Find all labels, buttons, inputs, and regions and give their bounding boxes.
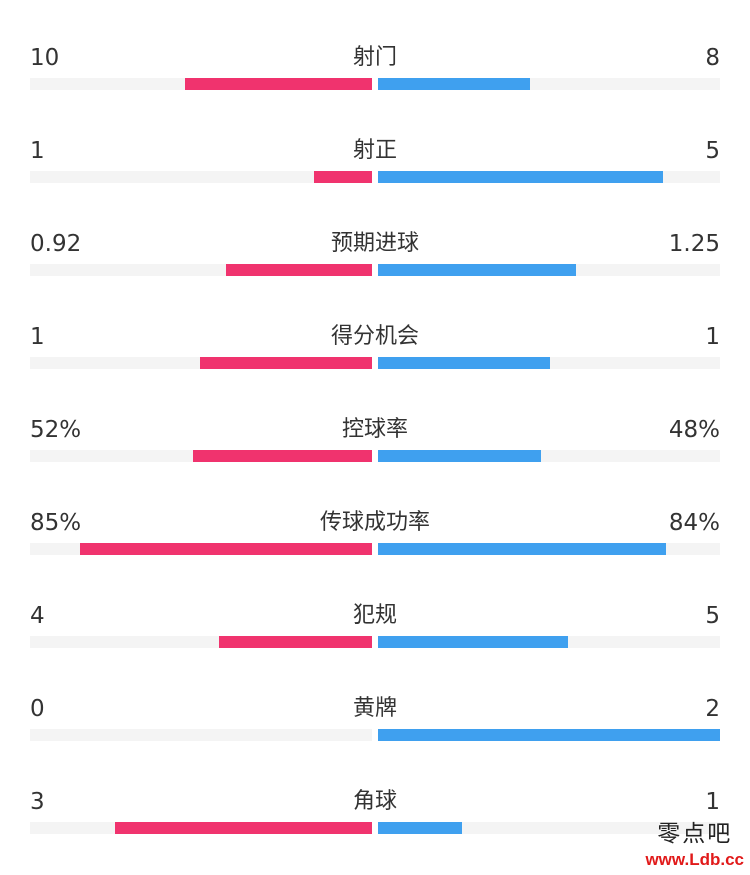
away-bar xyxy=(378,636,569,648)
away-value: 5 xyxy=(705,603,720,629)
home-value: 1 xyxy=(30,138,45,164)
home-bar xyxy=(313,171,372,183)
stat-row-fouls: 4 犯规 5 xyxy=(0,596,750,689)
home-bar-track xyxy=(30,357,372,369)
away-bar-track xyxy=(378,450,720,462)
watermark-url: www.Ldb.cc xyxy=(645,850,744,869)
away-bar xyxy=(378,450,542,462)
away-bar xyxy=(378,264,577,276)
home-bar-track xyxy=(30,78,372,90)
home-bar-track xyxy=(30,264,372,276)
home-value: 0 xyxy=(30,696,45,722)
stat-label: 射门 xyxy=(352,45,397,70)
home-value: 52% xyxy=(30,417,82,443)
home-bar xyxy=(199,357,372,369)
home-bar-track xyxy=(30,171,372,183)
site-watermark: 零点吧 www.Ldb.cc xyxy=(645,819,744,871)
away-value: 8 xyxy=(705,45,720,71)
home-value: 1 xyxy=(30,324,45,350)
stat-row-shots-on-target: 1 射正 5 xyxy=(0,131,750,224)
stat-label: 得分机会 xyxy=(330,324,419,349)
stat-row-yellow-cards: 0 黄牌 2 xyxy=(0,689,750,782)
stat-label: 犯规 xyxy=(352,603,397,628)
home-bar xyxy=(115,822,372,834)
away-bar xyxy=(378,171,663,183)
home-value: 85% xyxy=(30,510,82,536)
away-bar-track xyxy=(378,171,720,183)
away-value: 2 xyxy=(705,696,720,722)
home-bar xyxy=(193,450,372,462)
stat-label: 黄牌 xyxy=(352,696,397,721)
home-bar xyxy=(225,264,372,276)
away-bar-track xyxy=(378,636,720,648)
home-bar-track xyxy=(30,450,372,462)
away-bar-track xyxy=(378,264,720,276)
stat-row-big-chances: 1 得分机会 1 xyxy=(0,317,750,410)
away-value: 84% xyxy=(668,510,720,536)
stat-row-corners: 3 角球 1 xyxy=(0,782,750,875)
away-bar-track xyxy=(378,822,720,834)
home-bar-track xyxy=(30,822,372,834)
stat-label: 预期进球 xyxy=(330,231,419,256)
stat-row-shots: 10 射门 8 xyxy=(0,38,750,131)
away-bar xyxy=(378,78,531,90)
away-bar xyxy=(378,729,720,741)
home-bar-track xyxy=(30,543,372,555)
home-value: 4 xyxy=(30,603,45,629)
home-bar xyxy=(184,78,372,90)
home-bar xyxy=(219,636,372,648)
stat-label: 射正 xyxy=(352,138,397,163)
stat-label: 角球 xyxy=(352,789,397,814)
stat-row-pass-accuracy: 85% 传球成功率 84% xyxy=(0,503,750,596)
stat-label: 控球率 xyxy=(341,417,408,442)
home-value: 0.92 xyxy=(30,231,82,257)
away-value: 48% xyxy=(668,417,720,443)
away-bar xyxy=(378,357,551,369)
away-bar-track xyxy=(378,357,720,369)
away-bar-track xyxy=(378,729,720,741)
away-value: 1 xyxy=(705,324,720,350)
stat-label: 传球成功率 xyxy=(319,510,430,535)
home-bar-track xyxy=(30,636,372,648)
home-bar xyxy=(79,543,372,555)
watermark-site-name: 零点吧 xyxy=(657,821,733,847)
away-value: 1 xyxy=(705,789,720,815)
away-bar-track xyxy=(378,543,720,555)
home-bar-track xyxy=(30,729,372,741)
away-value: 5 xyxy=(705,138,720,164)
away-bar xyxy=(378,822,463,834)
home-value: 3 xyxy=(30,789,45,815)
stat-row-possession: 52% 控球率 48% xyxy=(0,410,750,503)
home-value: 10 xyxy=(30,45,60,71)
away-bar xyxy=(378,543,666,555)
away-bar-track xyxy=(378,78,720,90)
stat-row-expected-goals: 0.92 预期进球 1.25 xyxy=(0,224,750,317)
away-value: 1.25 xyxy=(668,231,720,257)
